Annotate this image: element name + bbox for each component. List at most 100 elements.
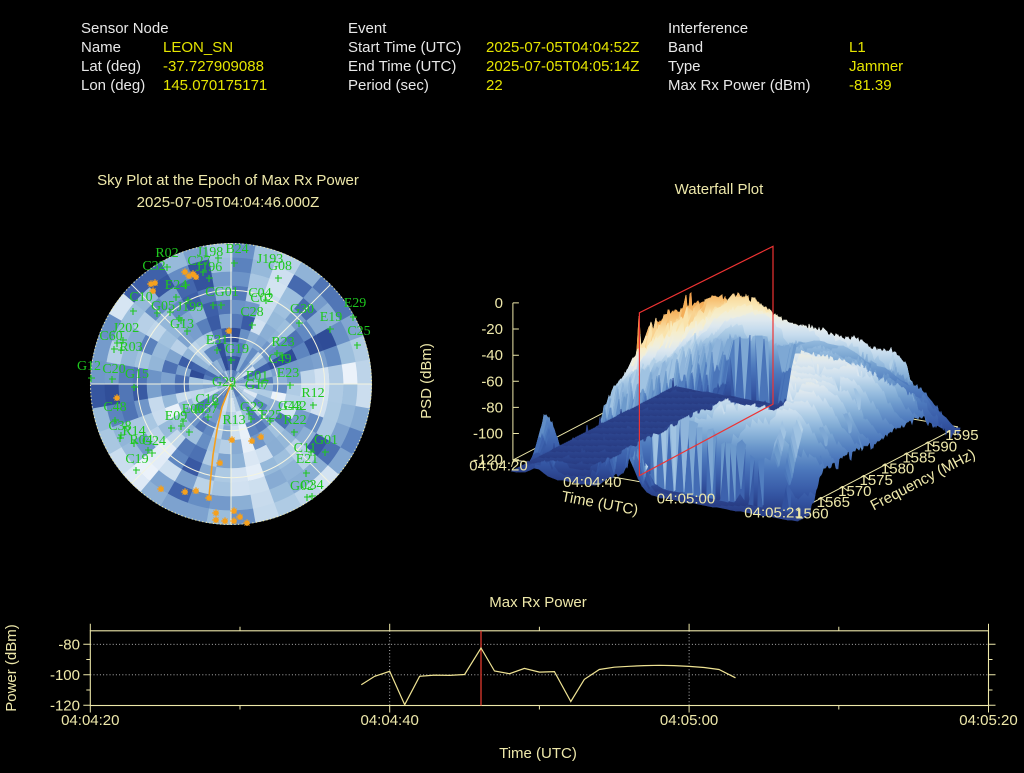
svg-text:04:05:00: 04:05:00	[660, 712, 718, 729]
svg-text:C38: C38	[108, 419, 131, 434]
svg-text:E21: E21	[296, 452, 319, 467]
svg-text:-60: -60	[481, 373, 503, 390]
svg-text:J198: J198	[197, 245, 223, 260]
svg-text:E23: E23	[277, 366, 300, 381]
svg-text:Lat (deg): Lat (deg)	[81, 58, 141, 75]
svg-text:Type: Type	[668, 58, 701, 75]
svg-text:Sky Plot at the Epoch of Max R: Sky Plot at the Epoch of Max Rx Power	[97, 172, 359, 189]
svg-text:G57: G57	[194, 402, 218, 417]
svg-text:-40: -40	[481, 347, 503, 364]
svg-text:-100: -100	[50, 667, 80, 684]
svg-text:2025-07-05T04:04:52Z: 2025-07-05T04:04:52Z	[486, 39, 639, 56]
svg-text:04:05:00: 04:05:00	[657, 490, 715, 507]
svg-text:R03: R03	[119, 340, 142, 355]
svg-text:Lon (deg): Lon (deg)	[81, 77, 145, 94]
svg-text:J193: J193	[257, 252, 283, 267]
svg-text:G19: G19	[225, 342, 249, 357]
svg-text:C20: C20	[102, 362, 125, 377]
svg-text:04:05:20: 04:05:20	[959, 712, 1017, 729]
svg-text:Sensor Node: Sensor Node	[81, 20, 169, 37]
svg-text:C49: C49	[268, 352, 291, 367]
svg-text:C27: C27	[187, 254, 210, 269]
svg-text:04:04:20: 04:04:20	[469, 458, 527, 475]
svg-text:R13: R13	[222, 413, 245, 428]
svg-text:R23: R23	[271, 335, 294, 350]
svg-text:04:04:40: 04:04:40	[563, 474, 621, 491]
svg-text:-100: -100	[473, 426, 503, 443]
svg-text:G12: G12	[77, 359, 101, 374]
svg-text:L1: L1	[849, 39, 866, 56]
svg-text:R12: R12	[301, 386, 324, 401]
svg-text:04:04:40: 04:04:40	[361, 712, 419, 729]
svg-text:-80: -80	[58, 636, 80, 653]
svg-text:-37.727909088: -37.727909088	[163, 58, 264, 75]
svg-text:Start Time (UTC): Start Time (UTC)	[348, 39, 461, 56]
svg-text:0: 0	[495, 295, 503, 312]
svg-text:1570: 1570	[838, 483, 871, 500]
svg-text:145.070175171: 145.070175171	[163, 77, 267, 94]
svg-text:C34: C34	[300, 478, 323, 493]
svg-text:E09: E09	[165, 409, 188, 424]
svg-text:J202: J202	[113, 321, 139, 336]
svg-text:1580: 1580	[881, 461, 914, 478]
svg-text:LEON_SN: LEON_SN	[163, 39, 233, 56]
svg-text:-120: -120	[50, 697, 80, 714]
svg-text:E01: E01	[246, 369, 269, 384]
svg-text:C02: C02	[250, 291, 273, 306]
svg-text:Max Rx Power: Max Rx Power	[489, 594, 587, 611]
svg-text:End Time (UTC): End Time (UTC)	[348, 58, 456, 75]
svg-text:04:05:21: 04:05:21	[744, 505, 802, 522]
svg-text:C32: C32	[142, 259, 165, 274]
svg-text:PSD (dBm): PSD (dBm)	[418, 343, 435, 419]
svg-text:G30: G30	[290, 302, 314, 317]
svg-text:2025-07-05T04:04:46.000Z: 2025-07-05T04:04:46.000Z	[137, 194, 320, 211]
svg-text:1595: 1595	[945, 427, 978, 444]
svg-text:R14: R14	[122, 424, 145, 439]
svg-text:C28: C28	[240, 305, 263, 320]
svg-text:G02: G02	[290, 479, 314, 494]
svg-text:G17: G17	[245, 378, 269, 393]
svg-text:C16: C16	[195, 392, 218, 407]
svg-text:G24: G24	[142, 434, 166, 449]
svg-text:1565: 1565	[817, 494, 850, 511]
svg-text:E24: E24	[165, 278, 188, 293]
svg-text:Period (sec): Period (sec)	[348, 77, 429, 94]
svg-text:1590: 1590	[924, 438, 957, 455]
svg-text:-81.39: -81.39	[849, 77, 892, 94]
svg-text:04:04:20: 04:04:20	[61, 712, 119, 729]
svg-text:Interference: Interference	[668, 20, 748, 37]
svg-text:C10: C10	[129, 290, 152, 305]
svg-text:Max Rx Power (dBm): Max Rx Power (dBm)	[668, 77, 811, 94]
svg-text:Waterfall Plot: Waterfall Plot	[675, 181, 764, 198]
svg-text:1575: 1575	[860, 472, 893, 489]
svg-text:G15: G15	[125, 367, 149, 382]
svg-text:G22: G22	[240, 400, 264, 415]
svg-text:C25: C25	[347, 324, 370, 339]
svg-text:1585: 1585	[902, 450, 935, 467]
svg-text:-80: -80	[481, 399, 503, 416]
svg-text:G08: G08	[268, 259, 292, 274]
svg-text:C19: C19	[125, 452, 148, 467]
svg-text:R04: R04	[129, 433, 152, 448]
svg-text:-20: -20	[481, 321, 503, 338]
svg-text:CG01: CG01	[205, 285, 238, 300]
svg-text:R02: R02	[155, 246, 178, 261]
svg-text:C48: C48	[103, 400, 126, 415]
svg-text:C42: C42	[283, 399, 306, 414]
svg-text:-120: -120	[473, 452, 503, 469]
svg-text:G43: G43	[278, 399, 302, 414]
svg-text:2025-07-05T04:05:14Z: 2025-07-05T04:05:14Z	[486, 58, 639, 75]
svg-text:Time (UTC): Time (UTC)	[499, 745, 577, 762]
svg-text:E25: E25	[260, 408, 283, 423]
svg-text:B24: B24	[225, 242, 248, 257]
svg-text:Jammer: Jammer	[849, 58, 903, 75]
svg-text:J199: J199	[177, 300, 203, 315]
svg-text:R22: R22	[283, 413, 306, 428]
svg-text:22: 22	[486, 77, 503, 94]
svg-text:E31: E31	[206, 333, 229, 348]
svg-text:Event: Event	[348, 20, 387, 37]
svg-text:J196: J196	[196, 260, 222, 275]
svg-text:G01: G01	[314, 433, 338, 448]
svg-text:Name: Name	[81, 39, 121, 56]
svg-text:E19: E19	[320, 310, 343, 325]
